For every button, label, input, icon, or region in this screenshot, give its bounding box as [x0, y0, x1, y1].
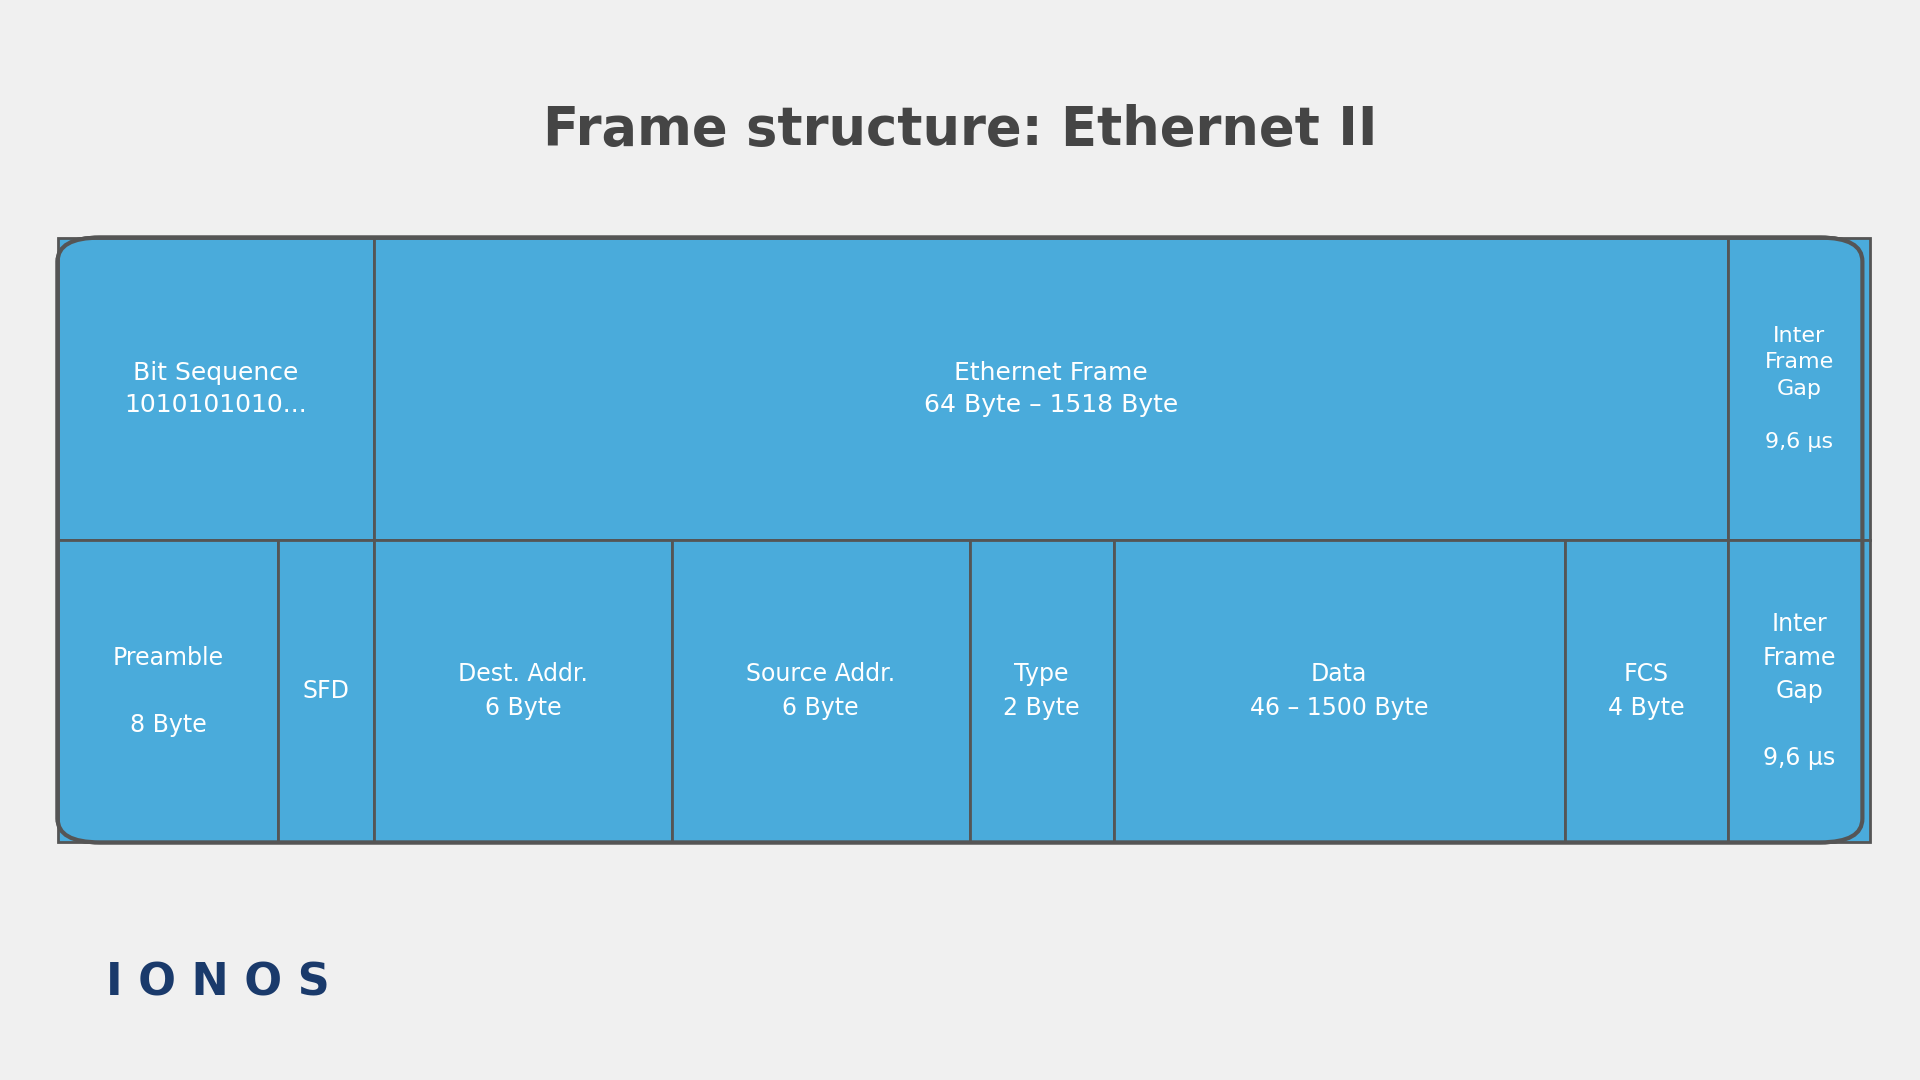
Text: I O N O S: I O N O S	[106, 961, 330, 1004]
Text: Inter
Frame
Gap

9,6 µs: Inter Frame Gap 9,6 µs	[1764, 326, 1834, 451]
Text: Data
46 – 1500 Byte: Data 46 – 1500 Byte	[1250, 662, 1428, 720]
Text: Inter
Frame
Gap

9,6 µs: Inter Frame Gap 9,6 µs	[1763, 612, 1836, 770]
FancyBboxPatch shape	[1114, 540, 1565, 842]
FancyBboxPatch shape	[970, 540, 1114, 842]
FancyBboxPatch shape	[278, 540, 374, 842]
FancyBboxPatch shape	[1728, 238, 1870, 540]
FancyBboxPatch shape	[1728, 540, 1870, 842]
FancyBboxPatch shape	[374, 540, 672, 842]
FancyBboxPatch shape	[58, 540, 278, 842]
Text: Ethernet Frame
64 Byte – 1518 Byte: Ethernet Frame 64 Byte – 1518 Byte	[924, 361, 1179, 417]
Text: Frame structure: Ethernet II: Frame structure: Ethernet II	[543, 104, 1377, 156]
Text: Source Addr.
6 Byte: Source Addr. 6 Byte	[747, 662, 895, 720]
Text: Bit Sequence
1010101010...: Bit Sequence 1010101010...	[125, 361, 307, 417]
Text: SFD: SFD	[303, 679, 349, 703]
Text: Dest. Addr.
6 Byte: Dest. Addr. 6 Byte	[459, 662, 588, 720]
FancyBboxPatch shape	[58, 238, 374, 540]
FancyBboxPatch shape	[58, 238, 1862, 842]
FancyBboxPatch shape	[672, 540, 970, 842]
FancyBboxPatch shape	[374, 238, 1728, 540]
Text: Type
2 Byte: Type 2 Byte	[1004, 662, 1079, 720]
Text: FCS
4 Byte: FCS 4 Byte	[1609, 662, 1684, 720]
FancyBboxPatch shape	[1565, 540, 1728, 842]
Text: Preamble

8 Byte: Preamble 8 Byte	[113, 646, 223, 737]
